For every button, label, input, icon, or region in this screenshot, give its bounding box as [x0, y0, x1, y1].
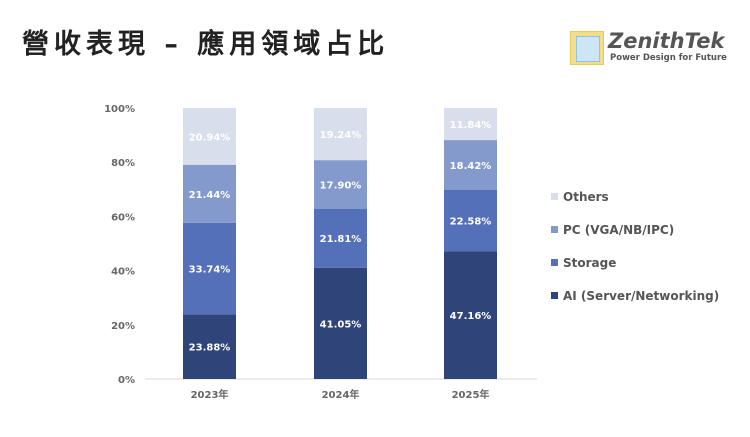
legend-item: Storage [551, 246, 719, 279]
legend-label: Storage [563, 255, 617, 270]
bar-segment [444, 251, 497, 379]
bar-segment [444, 140, 497, 191]
y-tick-label: 40% [111, 267, 135, 278]
legend-label: PC (VGA/NB/IPC) [563, 222, 675, 237]
bar-segment [183, 222, 236, 315]
legend-item: PC (VGA/NB/IPC) [551, 213, 719, 246]
logo-name: ZenithTek [608, 29, 725, 53]
data-label: 23.88% [189, 343, 231, 354]
bar-segment [314, 108, 367, 161]
data-label: 17.90% [320, 180, 362, 191]
y-tick-label: 0% [118, 375, 135, 386]
data-label: 21.81% [320, 234, 362, 245]
bar-segment [444, 190, 497, 252]
data-label: 33.74% [189, 265, 231, 276]
legend-swatch [551, 193, 558, 200]
data-label: 21.44% [189, 190, 231, 201]
y-tick-label: 60% [111, 212, 135, 223]
data-label: 22.58% [450, 217, 492, 228]
logo-tagline: Power Design for Future [610, 53, 727, 63]
legend-label: AI (Server/Networking) [563, 288, 720, 303]
y-tick-label: 20% [111, 321, 135, 332]
bar-segment [314, 267, 367, 379]
legend-swatch [551, 292, 558, 299]
x-tick-label: 2023年 [191, 388, 229, 401]
data-label: 41.05% [320, 319, 362, 330]
legend-item: AI (Server/Networking) [551, 279, 719, 312]
bar-segment [314, 160, 367, 209]
data-label: 47.16% [450, 311, 492, 322]
logo-icon [570, 31, 604, 65]
bar-segment [444, 108, 497, 141]
data-label: 19.24% [320, 130, 362, 141]
bar-segment [183, 164, 236, 223]
chart-legend: Others PC (VGA/NB/IPC) Storage AI (Server/N… [551, 180, 719, 312]
x-tick-label: 2024年 [322, 388, 360, 401]
data-label: 20.94% [189, 132, 231, 143]
bar-segment [314, 208, 367, 268]
company-logo: ZenithTek Power Design for Future [570, 29, 740, 67]
data-label: 11.84% [450, 120, 492, 131]
y-tick-label: 80% [111, 158, 135, 169]
x-tick-label: 2025年 [452, 388, 490, 401]
y-tick-label: 100% [104, 104, 135, 115]
legend-swatch [551, 259, 558, 266]
data-label: 18.42% [450, 161, 492, 172]
legend-item: Others [551, 180, 719, 213]
bar-segment [183, 108, 236, 165]
page-title: 營收表現 – 應用領域占比 [22, 29, 390, 60]
legend-swatch [551, 226, 558, 233]
legend-label: Others [563, 189, 609, 204]
bar-segment [183, 314, 236, 379]
